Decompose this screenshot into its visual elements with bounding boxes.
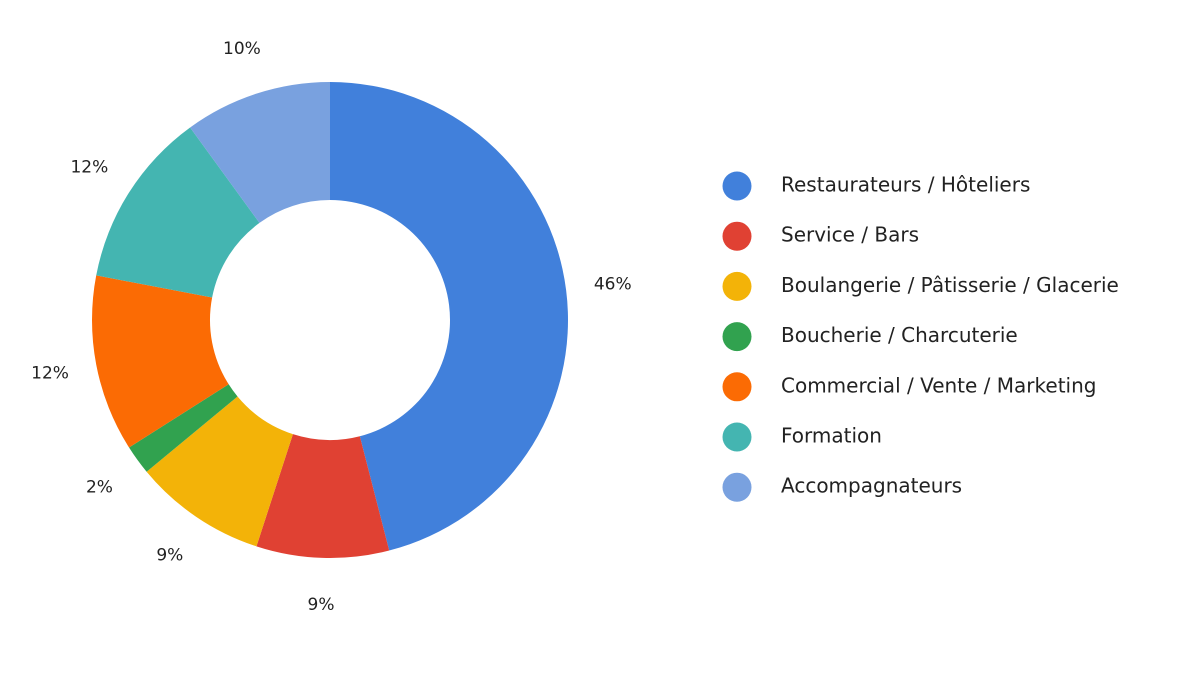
legend-label-3: Boucherie / Charcuterie	[781, 323, 1018, 347]
slice-label-4: 12%	[31, 363, 69, 383]
slice-label-5: 12%	[70, 157, 108, 177]
legend: Restaurateurs / Hôteliers Service / Bars B…	[722, 171, 1119, 502]
legend-label-6: Accompagnateurs	[781, 474, 962, 498]
slice-0	[330, 82, 569, 551]
slice-3	[129, 384, 238, 472]
donut-slices	[92, 82, 569, 558]
legend-marker-5	[722, 422, 752, 452]
legend-label-5: Formation	[781, 424, 882, 448]
legend-marker-1	[722, 221, 752, 251]
slice-label-2: 9%	[156, 546, 183, 566]
legend-label-0: Restaurateurs / Hôteliers	[781, 173, 1030, 197]
slice-label-0: 46%	[594, 274, 632, 294]
legend-label-4: Commercial / Vente / Marketing	[781, 373, 1096, 397]
slice-4	[92, 275, 229, 448]
legend-marker-4	[722, 372, 752, 402]
legend-marker-6	[722, 472, 752, 502]
slice-6	[190, 82, 330, 223]
slice-5	[96, 127, 260, 298]
slice-label-1: 9%	[308, 595, 335, 615]
slice-labels: 46% 9% 9% 2% 12% 12% 10%	[31, 39, 632, 615]
slice-2	[146, 396, 293, 547]
legend-label-2: Boulangerie / Pâtisserie / Glacerie	[781, 273, 1119, 297]
legend-label-1: Service / Bars	[781, 223, 919, 247]
legend-marker-0	[722, 171, 752, 201]
slice-1	[256, 434, 390, 558]
slice-label-6: 10%	[223, 39, 261, 59]
slice-label-3: 2%	[86, 478, 113, 498]
legend-marker-2	[722, 271, 752, 301]
legend-marker-3	[722, 322, 752, 352]
